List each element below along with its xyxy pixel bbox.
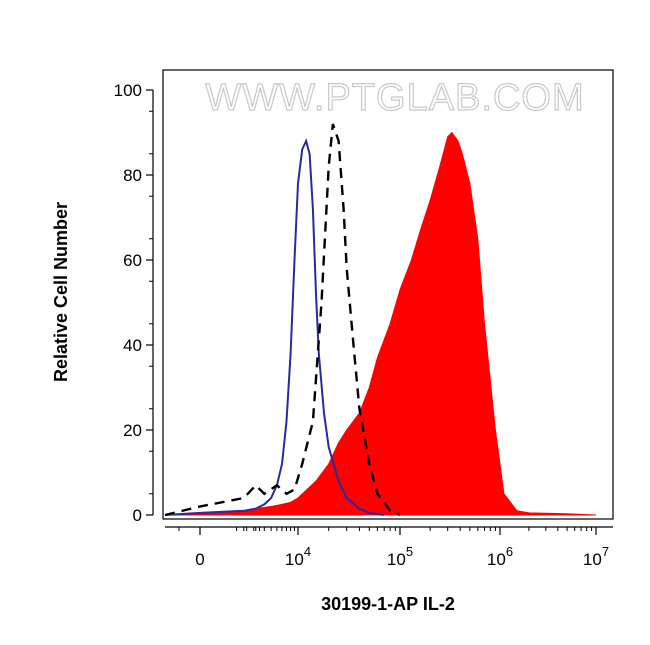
x-tick-label: 107 bbox=[583, 544, 609, 569]
x-tick-label: 0 bbox=[195, 550, 204, 569]
x-tick-label: 104 bbox=[285, 544, 311, 569]
x-axis-title: 30199-1-AP IL-2 bbox=[321, 594, 455, 614]
y-tick-label: 80 bbox=[123, 166, 142, 185]
series-2-line bbox=[164, 123, 401, 517]
y-tick-label: 20 bbox=[123, 421, 142, 440]
plot-area bbox=[164, 123, 597, 517]
x-tick-label: 106 bbox=[487, 544, 513, 569]
watermark-text: WWW.PTGLAB.COM bbox=[205, 77, 584, 119]
y-tick-label: 40 bbox=[123, 336, 142, 355]
plot-frame bbox=[162, 69, 614, 520]
x-tick-label: 105 bbox=[387, 544, 413, 569]
series-0-area bbox=[164, 131, 597, 516]
series-1-line bbox=[164, 138, 385, 516]
y-tick-label: 100 bbox=[114, 81, 142, 100]
y-axis-title: Relative Cell Number bbox=[51, 202, 71, 382]
y-tick-label: 0 bbox=[133, 506, 142, 525]
y-tick-label: 60 bbox=[123, 251, 142, 270]
